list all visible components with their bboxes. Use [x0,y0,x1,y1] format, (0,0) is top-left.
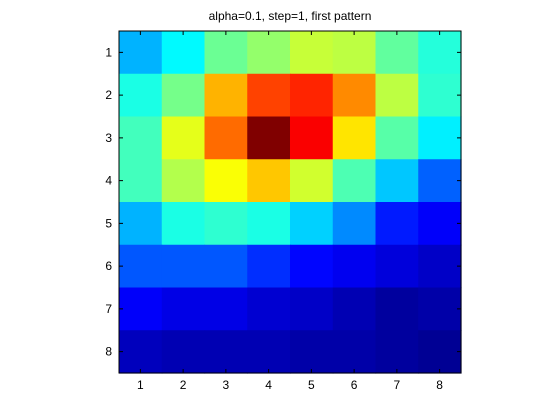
y-tick-label: 1 [105,45,112,59]
heatmap-cell [204,330,248,374]
x-tick-label: 4 [265,378,272,392]
heatmap-cell [375,159,419,203]
heatmap-cell [290,330,334,374]
heatmap-cell [332,244,377,289]
heatmap-cell [332,202,377,246]
heatmap-cell [247,202,291,246]
heatmap-cell [375,116,419,160]
heatmap-cell [161,287,206,331]
heatmap-cell [332,73,377,118]
heatmap-cells [119,31,462,374]
heatmap-cell [418,159,462,203]
y-tick-label: 2 [105,88,112,102]
x-tick-label: 5 [308,378,315,392]
heatmap-cell [119,202,163,246]
heatmap-cell [119,31,163,75]
heatmap-cell [204,116,248,160]
heatmap-cell [204,287,248,331]
y-tick-label: 4 [105,174,112,188]
y-tick-label: 8 [105,345,112,359]
heatmap-cell [418,244,462,289]
heatmap-cell [161,244,206,289]
x-tick-label: 8 [436,378,443,392]
heatmap-cell [204,244,248,289]
heatmap-cell [290,159,334,203]
heatmap-cell [247,116,291,160]
heatmap-cell [418,73,462,118]
heatmap-cell [161,73,206,118]
heatmap-cell [119,244,163,289]
heatmap-cell [418,287,462,331]
y-tick-labels: 1 2 3 4 5 6 7 8 [105,45,112,358]
y-tick-label: 5 [105,216,112,230]
heatmap-cell [204,202,248,246]
heatmap-cell [418,116,462,160]
heatmap-cell [332,159,377,203]
heatmap-cell [290,116,334,160]
heatmap-cell [375,31,419,75]
heatmap-cell [204,159,248,203]
heatmap-cell [161,31,206,75]
heatmap-cell [290,244,334,289]
heatmap-cell [332,287,377,331]
heatmap-cell [161,116,206,160]
x-tick-label: 7 [394,378,401,392]
heatmap-cell [375,287,419,331]
x-tick-label: 3 [223,378,230,392]
heatmap-cell [332,31,377,75]
heatmap-cell [119,73,163,118]
heatmap-cell [290,202,334,246]
x-tick-label: 6 [351,378,358,392]
heatmap-cell [290,73,334,118]
heatmap-cell [332,330,377,374]
heatmap-cell [247,159,291,203]
heatmap-cell [375,73,419,118]
heatmap-cell [375,244,419,289]
heatmap-cell [119,330,163,374]
heatmap-cell [161,330,206,374]
heatmap-cell [290,287,334,331]
heatmap-cell [290,31,334,75]
heatmap-cell [247,31,291,75]
heatmap-cell [418,31,462,75]
heatmap-cell [247,244,291,289]
heatmap-cell [332,116,377,160]
chart-title: alpha=0.1, step=1, first pattern [209,9,372,23]
heatmap-cell [119,287,163,331]
heatmap-cell [119,116,163,160]
heatmap-cell [204,31,248,75]
y-tick-label: 3 [105,131,112,145]
axes-frame [118,30,462,374]
heatmap-cell [418,330,462,374]
y-tick-label: 6 [105,259,112,273]
y-tick-label: 7 [105,302,112,316]
axis-ticks [119,31,461,373]
heatmap-cell [204,73,248,118]
heatmap-cell [247,73,291,118]
heatmap-cell [119,159,163,203]
x-tick-label: 1 [137,378,144,392]
x-tick-label: 2 [180,378,187,392]
heatmap-cell [247,330,291,374]
x-tick-labels: 1 2 3 4 5 6 7 8 [137,378,443,392]
heatmap-cell [161,159,206,203]
heatmap-cell [418,202,462,246]
heatmap-cell [247,287,291,331]
heatmap-cell [161,202,206,246]
heatmap-cell [375,202,419,246]
heatmap-cell [375,330,419,374]
